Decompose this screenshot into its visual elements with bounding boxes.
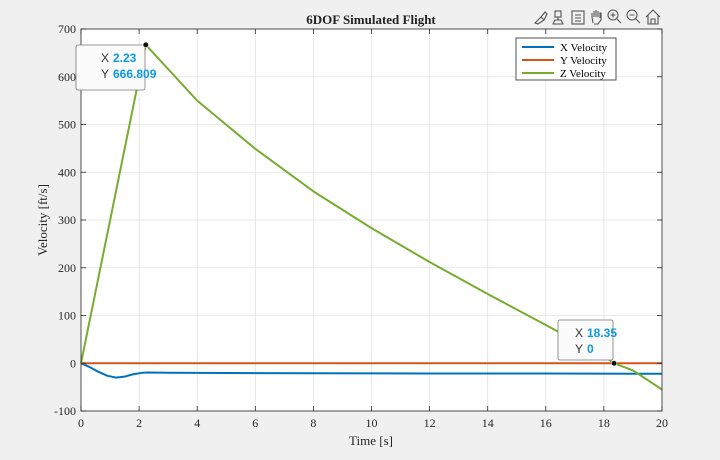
home-icon[interactable] — [645, 9, 661, 25]
x-tick-label: 4 — [194, 416, 200, 430]
datatip-x-label: X — [575, 326, 583, 340]
y-tick-label: 600 — [58, 70, 76, 84]
datatip-marker-zero[interactable] — [610, 360, 618, 367]
series-line-x-velocity[interactable] — [80, 362, 663, 379]
datatip[interactable]: X 2.23 Y 666.809 — [75, 41, 157, 91]
y-tick-label: 700 — [58, 22, 76, 36]
zoom-in-icon[interactable] — [607, 9, 622, 24]
datatip-x-value: 2.23 — [113, 51, 137, 65]
y-tick-label: 500 — [58, 118, 76, 132]
x-tick-label: 2 — [136, 416, 142, 430]
datatip-box — [75, 44, 146, 91]
x-tick-label: 18 — [598, 416, 610, 430]
x-tick-label: 0 — [78, 416, 84, 430]
brush-icon[interactable] — [533, 11, 548, 25]
legend-icon[interactable] — [571, 10, 585, 25]
y-tick-label: 300 — [58, 213, 76, 227]
legend-label-y-velocity: Y Velocity — [560, 55, 607, 67]
datatip-y-label: Y — [101, 67, 109, 81]
datatip-y-value: 666.809 — [113, 67, 157, 81]
y-tick-label: 100 — [58, 309, 76, 323]
x-tick-label: 8 — [310, 416, 316, 430]
ticks — [80, 28, 663, 412]
tick-labels: 0 2 4 6 8 10 12 14 16 18 20-1000100200300400500600… — [54, 22, 668, 430]
x-axis-label: Time [s] — [349, 433, 393, 448]
datatip-marker-peak[interactable] — [142, 41, 149, 48]
datatip[interactable]: X 18.35 Y 0 — [557, 319, 618, 367]
x-tick-label: 16 — [540, 416, 552, 430]
y-axis-label: Velocity [ft/s] — [35, 184, 50, 256]
legend-label-x-velocity: X Velocity — [560, 42, 608, 54]
data-tips-icon[interactable] — [552, 10, 564, 25]
datatip-x-value: 18.35 — [587, 326, 617, 340]
datatip-y-value: 0 — [587, 342, 594, 356]
x-tick-label: 12 — [424, 416, 436, 430]
axes-toolbar — [533, 9, 661, 25]
datatip-y-label: Y — [575, 342, 583, 356]
x-tick-label: 10 — [366, 416, 378, 430]
zoom-out-icon[interactable] — [626, 9, 641, 24]
x-tick-label: 20 — [656, 416, 668, 430]
pan-icon[interactable] — [591, 10, 602, 25]
x-tick-label: 14 — [482, 416, 494, 430]
y-tick-label: 0 — [70, 356, 76, 370]
y-tick-label: 200 — [58, 261, 76, 275]
datatip-x-label: X — [101, 51, 109, 65]
y-tick-label: -100 — [54, 404, 76, 418]
chart-title: 6DOF Simulated Flight — [306, 12, 436, 27]
legend-label-z-velocity: Z Velocity — [560, 68, 606, 80]
datatip-box — [557, 319, 614, 361]
y-tick-label: 400 — [58, 165, 76, 179]
x-tick-label: 6 — [252, 416, 258, 430]
